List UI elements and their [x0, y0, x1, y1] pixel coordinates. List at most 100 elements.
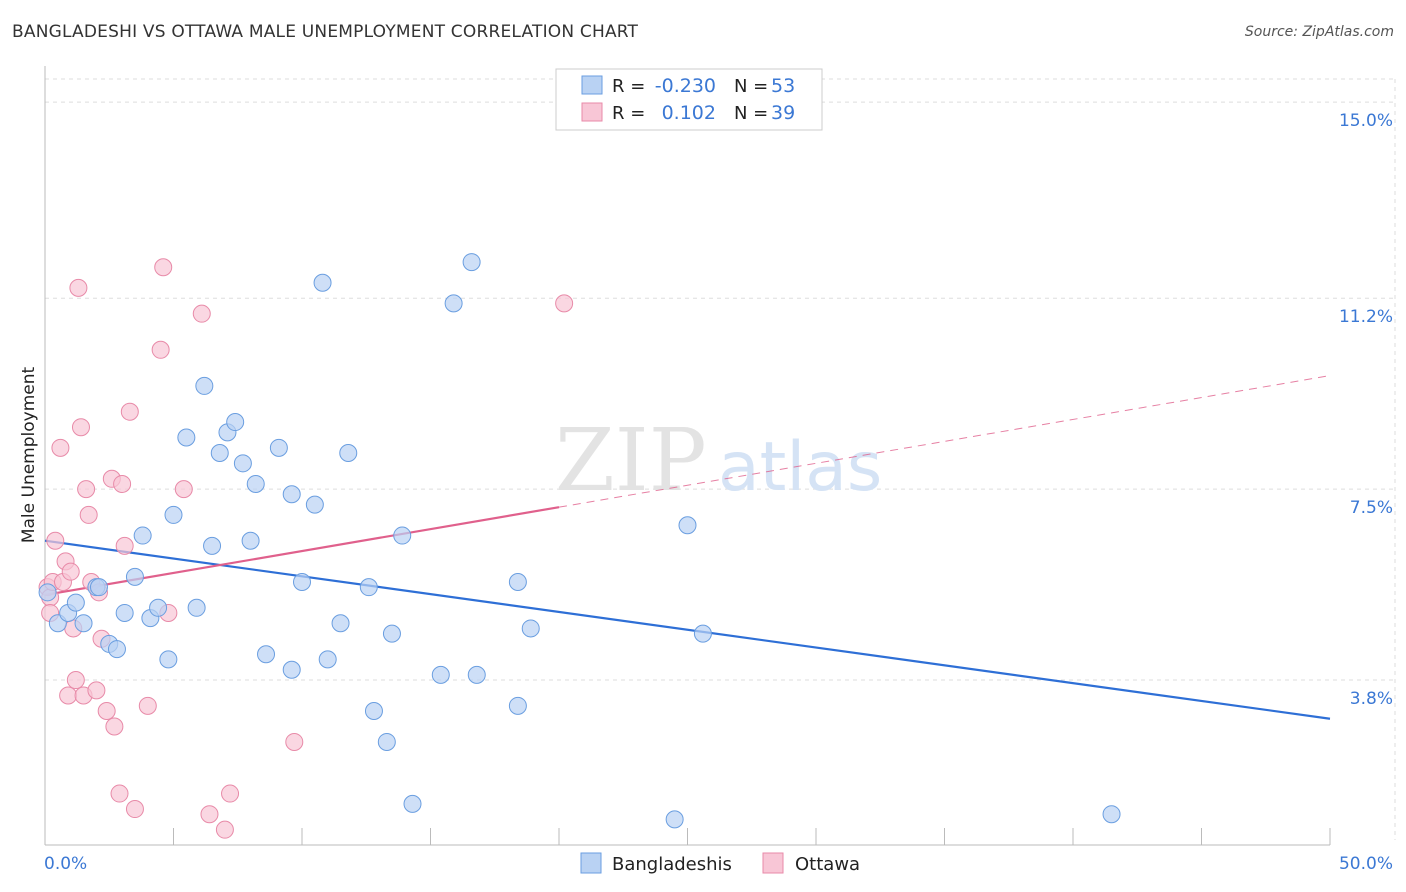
bangladeshi-point	[159, 650, 178, 669]
bangladeshi-point	[164, 505, 183, 524]
bangladeshi-point	[339, 444, 358, 462]
bangladeshi-point	[89, 578, 108, 597]
bangladeshi-point	[377, 732, 396, 751]
ottawa-point	[79, 505, 98, 524]
ottawa-point	[120, 402, 139, 421]
watermark-atlas: atlas	[718, 428, 882, 507]
bangladeshi-point	[233, 454, 252, 473]
bangladeshi-point	[115, 603, 134, 622]
bangladeshi-point	[125, 567, 144, 586]
bangladeshi-point	[226, 413, 245, 432]
ottawa-point	[221, 784, 240, 803]
ottawa-point	[200, 805, 219, 824]
y-axis-label: Male Unemployment	[19, 366, 39, 543]
bangladeshi-point	[149, 598, 168, 617]
bangladeshi-point	[1102, 805, 1121, 824]
bangladeshi-point	[364, 702, 383, 720]
bangladeshi-point	[665, 810, 684, 829]
bangladeshi-point	[393, 526, 412, 545]
bangladeshi-point	[107, 640, 126, 659]
top-legend: R = -0.230 N = 53 R = 0.102 N = 39	[555, 68, 823, 131]
scatter-points	[38, 253, 1121, 839]
legend-n-label-1: N =	[734, 76, 768, 97]
bangladeshi-trend-line	[44, 539, 1331, 720]
bottom-legend-swatch-blue	[580, 852, 602, 874]
legend-r-label-1: R =	[612, 76, 645, 97]
ottawa-point	[215, 820, 234, 839]
source-label: Source: ZipAtlas.com	[1244, 24, 1394, 40]
y-tick-label: 11.2%	[1339, 307, 1393, 327]
ottawa-point	[66, 671, 85, 690]
ottawa-point	[69, 278, 88, 297]
y-tick-labels: 3.8% 7.5% 11.2% 15.0%	[1339, 111, 1393, 709]
bangladeshi-point	[246, 474, 265, 493]
ottawa-point	[125, 800, 144, 819]
x-tick-labels: 0.0% 50.0%	[44, 854, 1393, 874]
bangladeshi-point	[403, 794, 422, 813]
legend-r-value-1: -0.230	[655, 75, 716, 97]
bangladeshi-point	[210, 444, 229, 462]
ottawa-point	[77, 480, 96, 499]
x-tick-label: 50.0%	[1339, 854, 1393, 874]
bangladeshi-point	[133, 526, 152, 545]
bangladeshi-point	[431, 665, 450, 684]
bottom-legend-label-1: Bangladeshis	[612, 854, 732, 875]
bangladeshi-point	[282, 660, 301, 679]
bangladeshi-point	[257, 645, 276, 664]
bangladeshi-point	[203, 536, 222, 555]
ottawa-point	[192, 304, 211, 323]
ottawa-trend-line-extension	[558, 375, 1331, 508]
legend-swatch-pink	[581, 102, 603, 122]
legend-n-value-2: 39	[771, 102, 795, 124]
bangladeshi-point	[269, 438, 288, 457]
bangladeshi-point	[305, 495, 324, 514]
legend-r-value-2: 0.102	[662, 102, 716, 124]
bangladeshi-point	[382, 624, 401, 643]
ottawa-point	[113, 474, 132, 493]
bangladeshi-point	[359, 578, 378, 597]
ottawa-point	[174, 480, 193, 499]
legend-n-value-1: 53	[771, 75, 795, 97]
ottawa-point	[71, 418, 90, 437]
ottawa-point	[59, 686, 78, 705]
axes	[44, 66, 1331, 846]
ottawa-point	[115, 536, 134, 555]
ottawa-point	[138, 696, 157, 715]
bangladeshi-point	[177, 428, 196, 447]
bangladeshi-point	[462, 253, 481, 272]
legend-n-label-2: N =	[734, 103, 768, 124]
bangladeshi-point	[313, 273, 332, 292]
bangladeshi-point	[693, 624, 712, 643]
bangladeshi-point	[187, 598, 206, 617]
bangladeshi-point	[467, 665, 486, 684]
ottawa-point	[154, 258, 173, 277]
bangladeshi-point	[331, 614, 350, 633]
watermark: ZIP atlas	[555, 411, 882, 511]
ottawa-point	[105, 717, 124, 736]
ottawa-point	[285, 732, 304, 751]
ottawa-point	[61, 562, 80, 581]
bangladeshi-point	[38, 583, 57, 602]
bangladeshi-point	[293, 573, 311, 591]
y-tick-label: 3.8%	[1350, 689, 1393, 709]
bangladeshi-point	[195, 376, 214, 395]
watermark-zip: ZIP	[555, 411, 707, 511]
bangladeshi-point	[282, 485, 301, 504]
y-tick-label: 7.5%	[1350, 498, 1393, 518]
ottawa-point	[555, 294, 574, 313]
bangladeshi-point	[678, 516, 697, 535]
bangladeshi-point	[241, 531, 260, 550]
bottom-legend-swatch-pink	[762, 852, 784, 874]
bangladeshi-point	[521, 619, 540, 638]
bangladeshi-point	[444, 294, 463, 313]
legend-swatch-blue	[581, 75, 603, 95]
ottawa-point	[97, 702, 116, 720]
bangladeshi-point	[508, 696, 527, 715]
bangladeshi-point	[66, 593, 85, 612]
ottawa-point	[46, 531, 65, 550]
bangladeshi-point	[318, 650, 337, 669]
y-tick-label: 15.0%	[1339, 111, 1393, 131]
bottom-legend-label-2: Ottawa	[795, 854, 860, 875]
ottawa-point	[87, 681, 106, 700]
